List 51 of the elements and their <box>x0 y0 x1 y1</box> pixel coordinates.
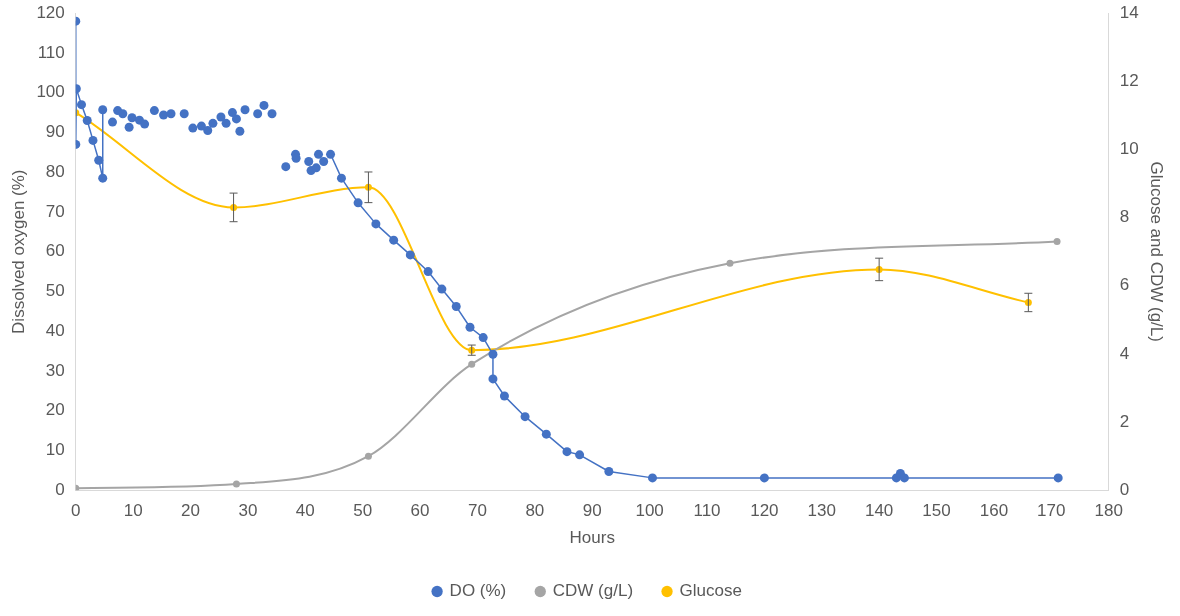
x-tick-label: 140 <box>864 501 894 521</box>
x-tick-label: 0 <box>71 501 81 521</box>
y-tick-label: 0 <box>55 479 65 499</box>
y2-tick-label: 6 <box>1119 275 1130 295</box>
y2-tick-label: 14 <box>1119 2 1139 22</box>
y-tick-label: 30 <box>45 360 65 380</box>
x-tick-label: 20 <box>181 501 200 521</box>
x-tick-label: 60 <box>410 501 430 521</box>
x-tick-label: 100 <box>635 501 664 521</box>
y-tick-label: 40 <box>45 320 65 340</box>
point <box>232 480 240 488</box>
point <box>726 259 734 267</box>
x-tick-label: 180 <box>1094 501 1123 521</box>
x-tick-label: 50 <box>353 501 373 521</box>
x-tick-label: 120 <box>750 501 779 521</box>
y2-tick-label: 10 <box>1119 139 1139 159</box>
x-axis-title: Hours <box>569 528 615 548</box>
y-tick-label: 120 <box>36 2 65 22</box>
y-tick-label: 60 <box>45 241 65 261</box>
y-tick-label: 90 <box>45 122 65 142</box>
x-tick-label: 170 <box>1037 501 1066 521</box>
x-tick-label: 130 <box>807 501 836 521</box>
x-tick-label: 10 <box>123 501 143 521</box>
y-tick-label: 100 <box>36 82 65 102</box>
y2-tick-label: 4 <box>1119 343 1130 363</box>
legend-label: Glucose <box>679 581 742 601</box>
y2-axis-title: Glucose and CDW (g/L) <box>1147 161 1167 342</box>
x-tick-label: 150 <box>922 501 951 521</box>
point <box>1053 237 1061 245</box>
point <box>364 452 372 460</box>
y-tick-label: 70 <box>45 201 65 221</box>
y-tick-label: 110 <box>37 42 65 62</box>
y2-tick-label: 0 <box>1119 479 1130 499</box>
legend-label: DO (%) <box>449 581 507 601</box>
x-tick-label: 90 <box>582 501 602 521</box>
x-tick-label: 30 <box>238 501 258 521</box>
y-tick-label: 50 <box>45 281 65 301</box>
y-tick-label: 10 <box>45 440 65 460</box>
x-tick-label: 70 <box>468 501 487 521</box>
y2-tick-label: 8 <box>1119 207 1130 227</box>
y-tick-label: 80 <box>45 161 65 181</box>
x-tick-label: 160 <box>979 501 1009 521</box>
y-axis-title: Dissolved oxygen (%) <box>8 169 28 334</box>
x-tick-label: 80 <box>525 501 545 521</box>
y2-tick-label: 12 <box>1119 71 1139 91</box>
x-tick-label: 110 <box>693 501 721 521</box>
legend-label: CDW (g/L) <box>552 581 634 601</box>
point <box>468 360 476 368</box>
x-tick-label: 40 <box>295 501 315 521</box>
y2-tick-label: 2 <box>1119 411 1130 431</box>
y-tick-label: 20 <box>45 400 65 420</box>
